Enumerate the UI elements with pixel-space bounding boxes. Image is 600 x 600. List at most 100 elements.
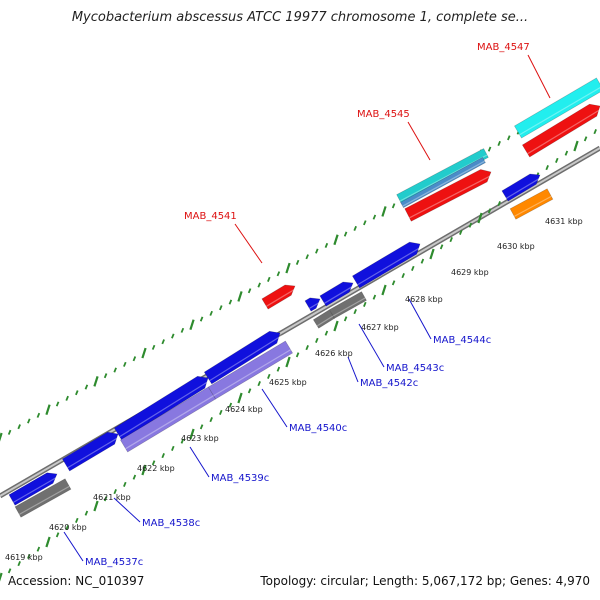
scale-tick: [45, 404, 51, 416]
scale-tick: [141, 347, 147, 359]
scale-tick: [36, 546, 41, 552]
scale-tick: [199, 424, 204, 430]
scale-tick: [247, 288, 252, 294]
scale-tick: [573, 140, 579, 152]
feature-highlight: [67, 436, 120, 469]
scale-tick: [487, 208, 492, 214]
scale-tick: [36, 412, 41, 418]
scale-tick: [75, 390, 79, 396]
scale-tick: [285, 262, 291, 274]
scale-tick: [372, 294, 377, 300]
scale-tick: [237, 291, 243, 302]
scale-tick: [93, 500, 99, 512]
scale-tick: [151, 460, 156, 466]
scale-tick-label: 4623 kbp: [181, 434, 219, 443]
scale-tick: [123, 361, 127, 367]
scale-tick: [237, 392, 243, 404]
scale-tick: [497, 140, 501, 147]
gene-arrow: [304, 297, 321, 312]
feature-highlight: [316, 315, 334, 327]
scale-tick: [0, 432, 3, 442]
scale-tick: [171, 333, 175, 339]
scale-tick: [449, 237, 453, 243]
scale-tick: [247, 388, 252, 394]
scale-tick: [84, 510, 89, 516]
cds-bar: [509, 188, 554, 220]
scale-tick: [343, 316, 348, 322]
scale-tick: [113, 367, 117, 373]
feature-highlight: [119, 380, 210, 438]
scale-tick: [161, 453, 165, 459]
feature-highlight: [209, 335, 282, 382]
scale-tick: [55, 532, 60, 538]
feature-highlight: [13, 475, 59, 503]
gene-arrow: [501, 173, 541, 202]
scale-tick: [180, 438, 185, 444]
scale-tick: [401, 273, 405, 279]
scale-tick: [420, 258, 425, 264]
gene-label: MAB_4537c: [85, 557, 143, 568]
feature-highlight: [506, 176, 542, 199]
scale-tick: [151, 344, 156, 350]
gene-label: MAB_4547: [477, 42, 530, 53]
cds-bar: [312, 309, 336, 329]
scale-tick: [113, 489, 117, 495]
scale-tick: [363, 301, 367, 307]
scale-tick: [343, 231, 348, 237]
feature-highlight: [409, 174, 493, 219]
gene-label: MAB_4539c: [211, 473, 269, 484]
leader-line: [234, 223, 263, 264]
cds-bar: [14, 478, 72, 518]
feature-highlight: [519, 86, 600, 136]
scale-tick: [583, 136, 588, 142]
scale-tick-label: 4621 kbp: [93, 493, 131, 502]
gene-arrow: [8, 472, 58, 506]
scale-tick: [93, 376, 99, 387]
scale-tick: [7, 568, 12, 574]
scale-tick: [267, 373, 271, 379]
scale-tick: [27, 553, 31, 559]
scale-tick: [257, 381, 261, 387]
scale-tick: [228, 402, 233, 408]
scale-tick-label: 4624 kbp: [225, 405, 263, 414]
scale-tick: [545, 165, 549, 171]
scale-tick: [219, 409, 223, 415]
scale-tick: [429, 248, 435, 260]
scale-tick: [17, 424, 21, 430]
scale-tick: [180, 327, 185, 333]
scale-tick-label: 4625 kbp: [269, 378, 307, 387]
scale-tick: [353, 225, 357, 231]
genome-summary-text: Topology: circular; Length: 5,067,172 bp…: [260, 574, 590, 588]
leader-line: [408, 298, 432, 340]
scale-tick: [315, 248, 319, 254]
gene-arrow: [203, 330, 281, 385]
scale-tick: [381, 284, 387, 296]
scale-tick: [257, 282, 261, 288]
gene-label: MAB_4543c: [386, 363, 444, 374]
scale-tick: [324, 330, 329, 336]
gene-arrow: [62, 431, 119, 472]
gene-label: MAB_4541: [184, 211, 237, 222]
scale-tick: [84, 384, 89, 390]
gene-arrow: [261, 284, 296, 310]
cds-bar: [207, 340, 294, 400]
gene-arrow: [404, 169, 492, 222]
scale-tick-label: 4619 kbp: [5, 553, 43, 562]
scale-tick: [285, 356, 291, 368]
scale-tick: [381, 206, 387, 217]
scale-tick: [209, 417, 213, 423]
scale-tick-label: 4628 kbp: [405, 295, 443, 304]
scale-tick: [161, 339, 165, 345]
cds-bar: [400, 156, 486, 209]
scale-tick: [593, 129, 597, 135]
scale-tick-label: 4627 kbp: [361, 323, 399, 332]
gene-labels: MAB_4537c MAB_4538c MAB_4539c MAB_4540c MAB_…: [85, 42, 530, 568]
accession-text: Accession: NC_010397: [8, 574, 145, 588]
scale-tick: [363, 220, 367, 226]
scale-tick: [27, 418, 31, 424]
scale-tick: [209, 310, 213, 316]
scale-tick: [324, 242, 329, 248]
gene-arrow: [113, 375, 209, 441]
scale-tick: [276, 366, 281, 372]
